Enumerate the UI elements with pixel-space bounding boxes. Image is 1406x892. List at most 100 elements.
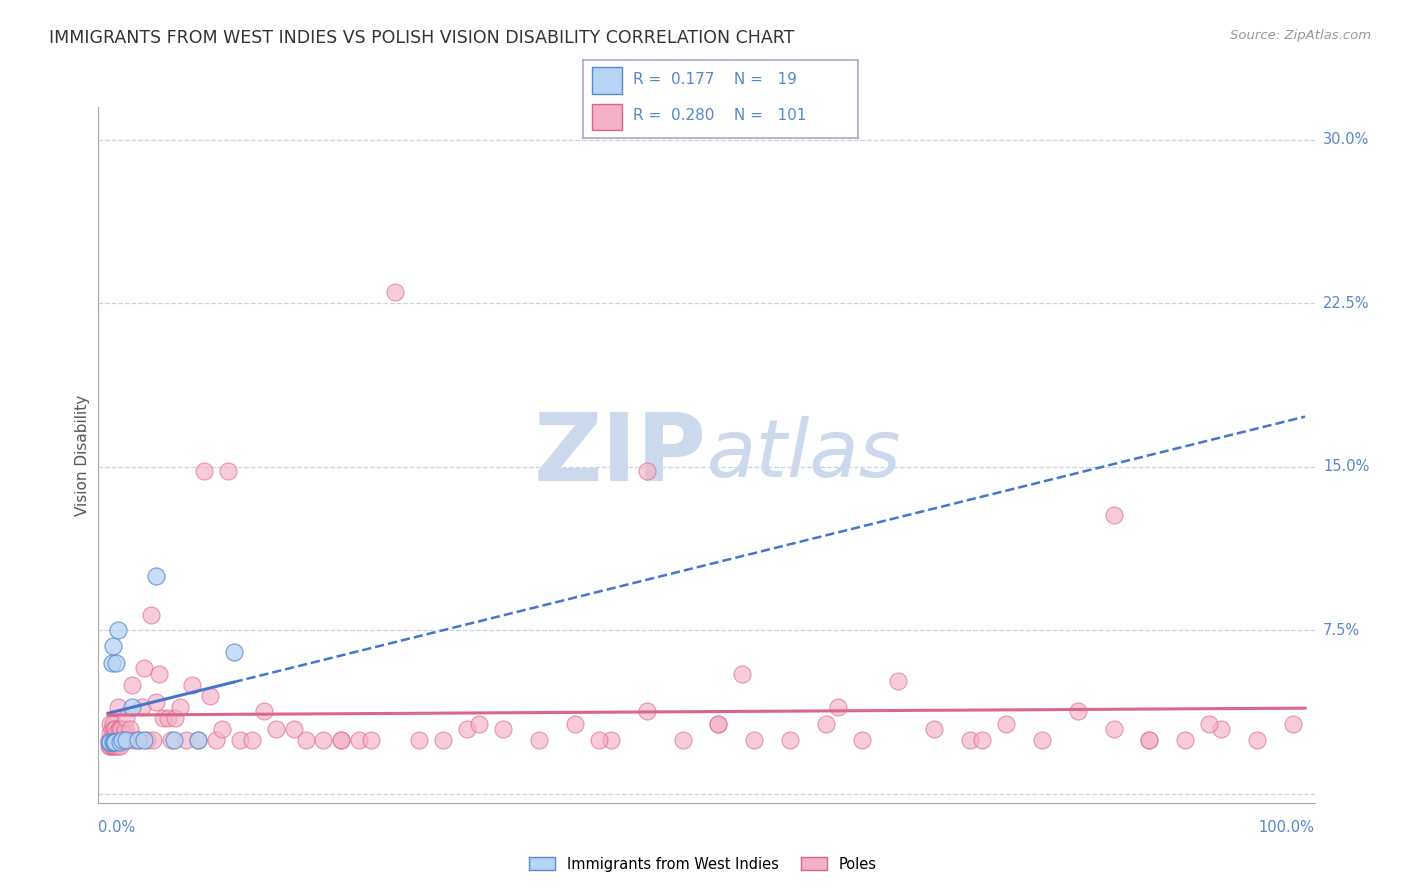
Text: 22.5%: 22.5% (1323, 296, 1369, 310)
Point (599, 732, 621, 747)
Point (107, 739, 129, 753)
Point (121, 678, 143, 692)
Point (101, 717, 124, 731)
Text: R =  0.177    N =   19: R = 0.177 N = 19 (633, 72, 797, 87)
Point (169, 699, 191, 714)
Text: 0.0%: 0.0% (98, 821, 135, 835)
Point (744, 732, 766, 747)
Point (103, 732, 125, 747)
Point (100, 735, 122, 749)
Point (1246, 732, 1268, 747)
Point (100, 732, 122, 747)
Point (108, 739, 131, 753)
Point (174, 732, 197, 747)
Point (588, 732, 610, 747)
Point (100, 722, 122, 736)
Point (1102, 508, 1125, 522)
Point (115, 732, 138, 747)
Point (564, 717, 586, 731)
Point (100, 657, 122, 671)
Point (98, 735, 121, 749)
Legend: Immigrants from West Indies, Poles: Immigrants from West Indies, Poles (523, 851, 883, 878)
Point (384, 285, 406, 300)
Point (228, 732, 250, 747)
Point (110, 722, 132, 736)
Point (779, 732, 801, 747)
Point (349, 732, 371, 747)
Point (636, 704, 658, 718)
Point (408, 732, 430, 747)
Point (139, 608, 162, 623)
Point (105, 657, 128, 671)
Point (994, 717, 1017, 731)
Point (283, 722, 305, 736)
Point (527, 732, 550, 747)
Point (731, 667, 754, 681)
Point (636, 464, 658, 478)
Bar (592, 103, 621, 130)
Point (107, 699, 129, 714)
Point (107, 722, 129, 736)
Text: 15.0%: 15.0% (1323, 459, 1369, 475)
Point (1139, 732, 1161, 747)
Point (145, 569, 167, 583)
Point (105, 726, 128, 740)
Point (193, 464, 215, 478)
Text: IMMIGRANTS FROM WEST INDIES VS POLISH VISION DISABILITY CORRELATION CHART: IMMIGRANTS FROM WEST INDIES VS POLISH VI… (49, 29, 794, 47)
Point (1211, 722, 1233, 736)
Point (330, 732, 353, 747)
Point (180, 678, 202, 692)
Point (108, 722, 131, 736)
Point (132, 660, 155, 674)
Point (187, 732, 209, 747)
Point (104, 732, 127, 747)
Point (1198, 717, 1220, 731)
Point (252, 704, 274, 718)
Point (103, 722, 125, 736)
Point (145, 696, 167, 710)
Point (101, 735, 124, 749)
Point (264, 722, 287, 736)
Point (142, 732, 165, 747)
Point (707, 717, 730, 731)
Point (101, 732, 124, 747)
Point (970, 732, 993, 747)
Point (100, 739, 122, 753)
Point (1174, 732, 1197, 747)
Point (922, 722, 945, 736)
Point (468, 717, 491, 731)
Text: 100.0%: 100.0% (1258, 821, 1315, 835)
Point (163, 711, 186, 725)
Point (240, 732, 263, 747)
Point (103, 735, 125, 749)
Text: 30.0%: 30.0% (1323, 132, 1369, 147)
Point (707, 717, 730, 731)
Point (101, 639, 124, 653)
Point (111, 732, 134, 747)
Bar (592, 67, 621, 94)
Point (330, 732, 353, 747)
Point (1102, 722, 1125, 736)
Point (114, 722, 136, 736)
Text: ZIP: ZIP (534, 409, 707, 501)
Point (136, 732, 159, 747)
Point (456, 722, 478, 736)
Point (103, 739, 125, 753)
Point (115, 711, 138, 725)
Point (131, 699, 153, 714)
Point (204, 732, 226, 747)
Point (115, 732, 138, 747)
Point (294, 732, 316, 747)
Point (222, 645, 245, 659)
Point (132, 732, 155, 747)
Point (198, 689, 221, 703)
Text: atlas: atlas (707, 416, 901, 494)
Point (98, 732, 121, 747)
Text: 7.5%: 7.5% (1323, 623, 1360, 638)
Point (105, 739, 128, 753)
Point (101, 739, 124, 753)
Point (100, 726, 122, 740)
Point (111, 732, 134, 747)
Point (851, 732, 873, 747)
Point (1031, 732, 1053, 747)
